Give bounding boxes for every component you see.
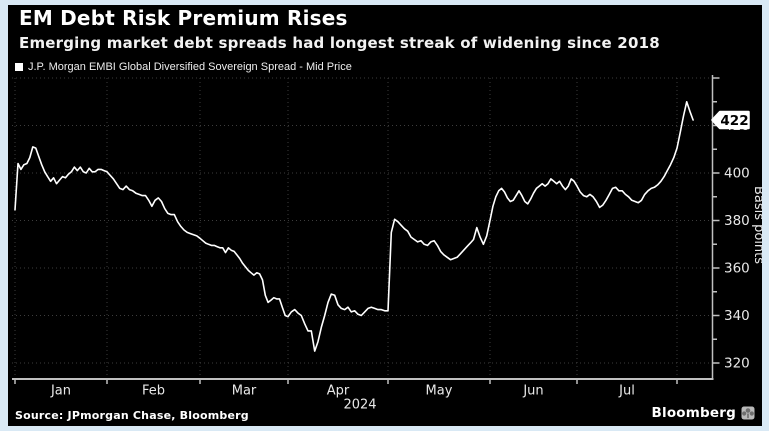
- chart-panel: EM Debt Risk Premium Rises Emerging mark…: [8, 5, 762, 426]
- spread-line-chart: 320340360380400420JanFebMarAprMayJunJul2…: [12, 75, 762, 413]
- x-tick-label: Jun: [522, 384, 543, 399]
- bloomberg-terminal-icon: [741, 406, 755, 420]
- page-title: EM Debt Risk Premium Rises: [19, 6, 348, 30]
- last-price-tag: [711, 110, 750, 130]
- source-note: Source: JPmorgan Chase, Bloomberg: [15, 409, 249, 422]
- legend-label: J.P. Morgan EMBI Global Diversified Sove…: [28, 61, 352, 73]
- legend-swatch-icon: [15, 63, 23, 71]
- x-tick-label: Feb: [142, 384, 165, 399]
- spread-line: [14, 101, 694, 352]
- x-tick-label: May: [426, 384, 453, 399]
- legend: J.P. Morgan EMBI Global Diversified Sove…: [15, 61, 352, 73]
- y-tick-label: 320: [724, 356, 750, 372]
- x-year-label: 2024: [343, 398, 376, 413]
- y-tick-label: 340: [724, 308, 750, 324]
- brand-name: Bloomberg: [651, 405, 736, 421]
- last-price-value: 422: [720, 113, 748, 129]
- chart-subtitle: Emerging market debt spreads had longest…: [19, 34, 660, 52]
- x-tick-label: Mar: [232, 384, 257, 399]
- y-tick-label: 400: [724, 166, 750, 182]
- x-tick-label: Jul: [618, 384, 635, 399]
- y-tick-label: 380: [724, 213, 750, 229]
- x-tick-label: Apr: [327, 384, 350, 399]
- y-axis-title: Basis points: [751, 186, 762, 264]
- x-tick-label: Jan: [50, 384, 71, 399]
- brand: Bloomberg: [652, 405, 755, 421]
- y-tick-label: 360: [724, 261, 750, 277]
